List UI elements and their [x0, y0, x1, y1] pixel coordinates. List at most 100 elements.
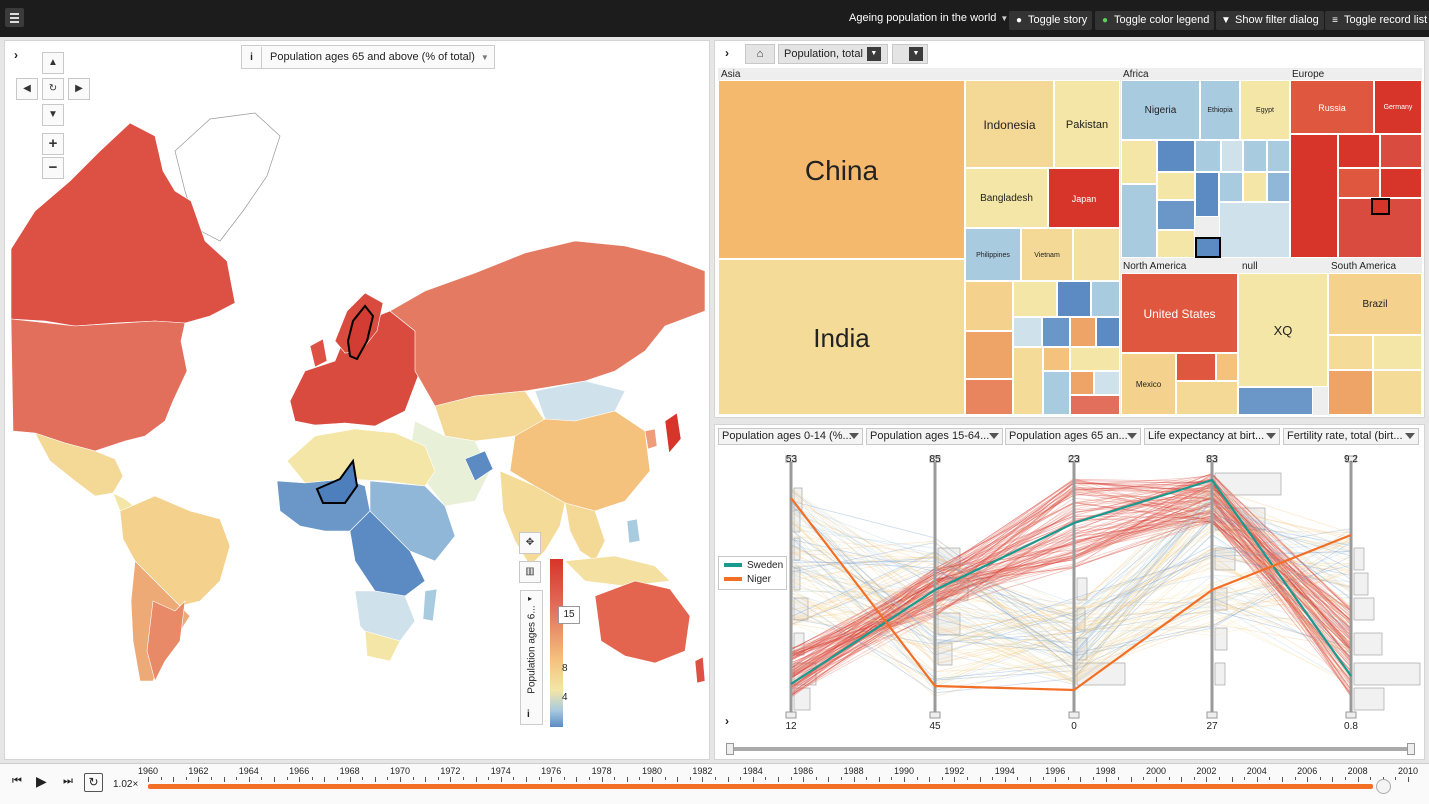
treemap-cell-indonesia[interactable]: Indonesia [965, 80, 1054, 168]
legend-item-sweden[interactable]: Sweden [724, 560, 783, 572]
collapse-chevron-icon[interactable]: › [725, 46, 729, 60]
treemap-highlight-niger[interactable] [1195, 237, 1221, 258]
zoom-in-button[interactable]: + [42, 133, 64, 155]
toggle-color-legend-button[interactable]: ● Toggle color legend [1095, 11, 1215, 30]
treemap-cell[interactable] [1157, 140, 1195, 172]
treemap-cell[interactable] [1238, 387, 1313, 415]
treemap-cell[interactable] [965, 379, 1013, 415]
treemap-cell[interactable] [1070, 371, 1094, 395]
pan-up-button[interactable]: ▲ [42, 52, 64, 74]
axis-header-pop-0-14[interactable]: Population ages 0-14 (%... [718, 428, 863, 445]
treemap-cell-nigeria[interactable]: Nigeria [1121, 80, 1200, 140]
pan-left-button[interactable]: ◀ [16, 78, 38, 100]
map-indicator-selector[interactable]: i Population ages 65 and above (% of tota… [241, 45, 495, 69]
treemap-cell-ethiopia[interactable]: Ethiopia [1200, 80, 1240, 140]
treemap-cell-egypt[interactable]: Egypt [1240, 80, 1290, 140]
range-slider-track[interactable] [730, 747, 1411, 751]
treemap-cell[interactable] [1013, 317, 1042, 347]
treemap-cell[interactable] [1219, 172, 1243, 202]
treemap-cell[interactable] [1013, 281, 1057, 317]
color-legend-label-box[interactable]: ▸ Population ages 6... i [520, 590, 543, 725]
breadcrumb-population[interactable]: Population, total ▼ [778, 44, 888, 64]
treemap-cell[interactable] [1121, 140, 1157, 184]
treemap-cell[interactable] [1216, 353, 1238, 381]
treemap-cell[interactable] [1091, 281, 1120, 317]
treemap-cell[interactable] [1243, 172, 1267, 202]
axis-header-pop-65[interactable]: Population ages 65 an... [1005, 428, 1141, 445]
axis-header-fertility[interactable]: Fertility rate, total (birt... [1283, 428, 1419, 445]
info-icon[interactable]: i [242, 47, 262, 69]
treemap-cell[interactable] [1096, 317, 1120, 347]
world-map[interactable] [5, 41, 710, 760]
hamburger-menu-icon[interactable] [5, 8, 24, 27]
treemap-cell[interactable] [1328, 335, 1373, 370]
reset-view-button[interactable]: ↻ [42, 78, 64, 100]
treemap-cell[interactable] [1070, 317, 1096, 347]
treemap-cell[interactable] [1195, 172, 1219, 217]
treemap-cell[interactable] [1373, 335, 1422, 370]
home-crumb-button[interactable]: ⌂ [745, 44, 775, 64]
chevron-down-icon[interactable]: ▼ [909, 47, 923, 61]
treemap-cell[interactable] [1070, 347, 1120, 371]
treemap-cell[interactable] [1221, 140, 1243, 172]
play-icon[interactable]: ▶ [36, 773, 47, 789]
treemap-cell[interactable] [1338, 168, 1380, 198]
axis-header-life-expectancy[interactable]: Life expectancy at birt... [1144, 428, 1280, 445]
treemap-cell[interactable] [1380, 134, 1422, 168]
treemap-cell[interactable] [1157, 200, 1195, 230]
treemap-cell-germany[interactable]: Germany [1374, 80, 1422, 134]
treemap-cell[interactable] [1042, 317, 1070, 347]
toggle-story-button[interactable]: ● Toggle story [1009, 11, 1093, 30]
treemap-cell-philippines[interactable]: Philippines [965, 228, 1021, 281]
treemap-cell[interactable] [965, 331, 1013, 379]
range-slider-right-handle[interactable] [1407, 743, 1415, 755]
pan-down-button[interactable]: ▼ [42, 104, 64, 126]
treemap-cell[interactable] [1157, 230, 1195, 258]
axis-header-pop-15-64[interactable]: Population ages 15-64... [866, 428, 1003, 445]
show-filter-dialog-button[interactable]: ▼ Show filter dialog [1216, 11, 1324, 30]
collapse-chevron-icon[interactable]: › [725, 714, 729, 728]
skip-forward-icon[interactable]: ⏭ [63, 775, 73, 787]
treemap-cell-russia[interactable]: Russia [1290, 80, 1374, 134]
parallel-coordinates-chart[interactable] [714, 448, 1425, 748]
treemap-cell-mexico[interactable]: Mexico [1121, 353, 1176, 415]
treemap-cell-xq[interactable]: XQ [1238, 273, 1328, 387]
treemap-cell-china[interactable]: China [718, 80, 965, 259]
story-selector[interactable]: Ageing population in the world ▼ [849, 12, 1008, 24]
legend-item-niger[interactable]: Niger [724, 574, 771, 586]
timeline-handle[interactable] [1376, 779, 1391, 794]
treemap-highlight-sweden[interactable] [1371, 198, 1390, 215]
treemap-cell[interactable] [965, 281, 1013, 331]
treemap-cell[interactable] [1373, 370, 1422, 415]
range-slider-left-handle[interactable] [726, 743, 734, 755]
treemap-cell[interactable] [1013, 347, 1043, 415]
treemap-cell[interactable] [1267, 172, 1290, 202]
treemap-cell[interactable] [1057, 281, 1091, 317]
treemap-cell[interactable] [1195, 140, 1221, 172]
collapse-chevron-icon[interactable]: › [14, 48, 18, 62]
treemap-cell[interactable] [1043, 371, 1070, 415]
treemap-cell[interactable] [1176, 381, 1238, 415]
treemap-cell-japan[interactable]: Japan [1048, 168, 1120, 228]
move-legend-button[interactable]: ✥ [519, 532, 541, 554]
treemap-cell[interactable] [1043, 347, 1070, 371]
loop-button[interactable]: ↻ [84, 773, 103, 792]
treemap-cell[interactable] [1328, 370, 1373, 415]
legend-settings-button[interactable]: ▥ [519, 561, 541, 583]
pan-right-button[interactable]: ▶ [68, 78, 90, 100]
treemap-cell[interactable] [1157, 172, 1195, 200]
treemap-cell[interactable] [1380, 168, 1422, 198]
treemap-cell[interactable] [1338, 134, 1380, 168]
treemap-cell[interactable] [1267, 140, 1290, 172]
treemap-cell-brazil[interactable]: Brazil [1328, 273, 1422, 335]
skip-back-icon[interactable]: ⏮ [12, 775, 22, 787]
treemap-cell[interactable] [1094, 371, 1120, 395]
timeline-progress[interactable] [148, 784, 1373, 789]
treemap-cell[interactable] [1121, 184, 1157, 258]
treemap-cell[interactable] [1073, 228, 1120, 281]
breadcrumb-next[interactable]: ▼ [892, 44, 928, 64]
treemap-cell[interactable] [1243, 140, 1267, 172]
treemap-cell[interactable] [1290, 134, 1338, 258]
treemap-cell[interactable] [1070, 395, 1120, 415]
treemap-cell-pakistan[interactable]: Pakistan [1054, 80, 1120, 168]
